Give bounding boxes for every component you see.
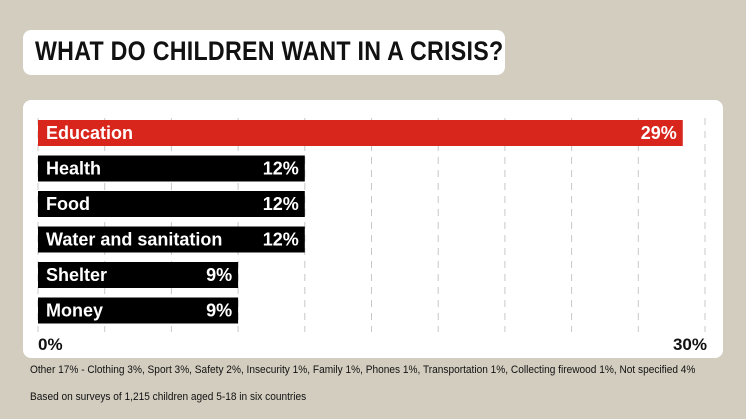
other-categories-note: Other 17% - Clothing 3%, Sport 3%, Safet… <box>30 364 696 376</box>
chart-card: Education 29% Health 12% Food 12% Water and sa… <box>23 100 723 358</box>
source-note: Based on surveys of 1,215 children aged … <box>30 391 307 403</box>
bar <box>38 191 305 217</box>
bar-value-label: 12% <box>263 230 299 250</box>
bar <box>38 120 683 146</box>
x-tick-label-min: 0% <box>38 335 63 354</box>
bar <box>38 297 239 324</box>
bar <box>38 262 239 288</box>
bar-value-label: 9% <box>206 265 232 285</box>
bar-label: Shelter <box>46 265 107 285</box>
bar-label: Food <box>46 194 90 214</box>
x-tick-label-max: 30% <box>673 335 707 354</box>
bar-label: Education <box>46 123 133 143</box>
bar-label: Health <box>46 159 101 179</box>
bar-label: Water and sanitation <box>46 230 222 250</box>
bar-value-label: 12% <box>263 159 299 179</box>
bar <box>38 155 305 182</box>
bar-value-label: 12% <box>263 194 299 214</box>
title-box: WHAT DO CHILDREN WANT IN A CRISIS? <box>23 30 505 75</box>
bar-label: Money <box>46 301 103 321</box>
bar-value-label: 29% <box>641 123 677 143</box>
bar-chart: Education 29% Health 12% Food 12% Water and sa… <box>37 118 707 354</box>
bar <box>38 226 305 253</box>
bar-value-label: 9% <box>206 301 232 321</box>
page-title: WHAT DO CHILDREN WANT IN A CRISIS? <box>35 36 504 66</box>
